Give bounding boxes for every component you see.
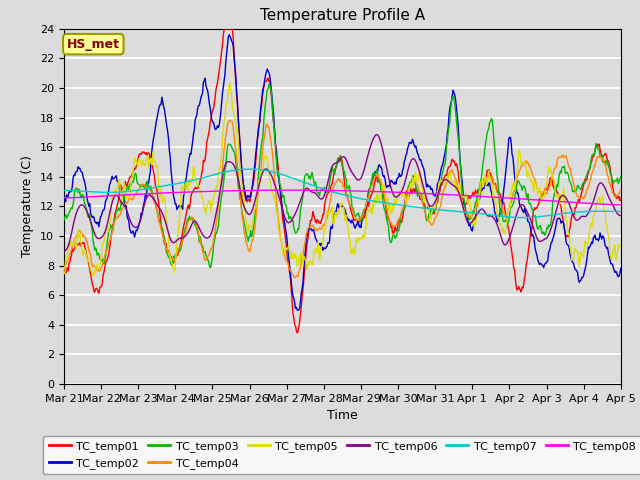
Line: TC_temp01: TC_temp01: [64, 29, 621, 333]
Legend: TC_temp01, TC_temp02, TC_temp03, TC_temp04, TC_temp05, TC_temp06, TC_temp07, TC_: TC_temp01, TC_temp02, TC_temp03, TC_temp…: [43, 436, 640, 474]
Text: HS_met: HS_met: [67, 37, 120, 51]
TC_temp08: [60, 195, 68, 201]
TC_temp04: [566, 165, 574, 171]
TC_temp06: [566, 202, 573, 207]
TC_temp01: [150, 174, 158, 180]
TC_temp06: [150, 198, 158, 204]
TC_temp05: [209, 193, 217, 199]
TC_temp02: [150, 131, 158, 136]
TC_temp05: [90, 273, 98, 279]
TC_temp07: [76, 188, 84, 194]
Title: Temperature Profile A: Temperature Profile A: [260, 9, 425, 24]
TC_temp04: [226, 118, 234, 123]
TC_temp03: [76, 190, 84, 195]
Y-axis label: Temperature (C): Temperature (C): [22, 156, 35, 257]
TC_temp04: [209, 243, 216, 249]
TC_temp07: [617, 209, 625, 215]
TC_temp05: [244, 226, 252, 232]
TC_temp01: [617, 196, 625, 202]
Line: TC_temp03: TC_temp03: [64, 84, 621, 268]
TC_temp02: [293, 307, 301, 313]
TC_temp04: [76, 228, 84, 233]
TC_temp01: [293, 330, 301, 336]
TC_temp04: [291, 275, 298, 281]
TC_temp03: [206, 265, 214, 271]
TC_temp01: [243, 197, 250, 203]
TC_temp02: [60, 197, 68, 203]
Line: TC_temp05: TC_temp05: [64, 83, 621, 276]
TC_temp05: [566, 245, 574, 251]
TC_temp05: [531, 179, 538, 184]
TC_temp08: [209, 188, 216, 194]
TC_temp02: [225, 32, 233, 37]
TC_temp04: [243, 240, 250, 246]
TC_temp03: [60, 217, 68, 223]
TC_temp07: [519, 215, 527, 220]
TC_temp07: [209, 172, 216, 178]
TC_temp03: [150, 196, 158, 202]
TC_temp05: [226, 80, 234, 86]
TC_temp06: [242, 208, 250, 214]
TC_temp08: [242, 188, 250, 193]
TC_temp05: [152, 159, 159, 165]
TC_temp06: [617, 213, 625, 218]
TC_temp02: [243, 197, 250, 203]
TC_temp08: [150, 191, 158, 196]
Line: TC_temp07: TC_temp07: [64, 169, 621, 217]
TC_temp03: [531, 215, 538, 220]
TC_temp01: [566, 224, 574, 230]
TC_temp07: [242, 166, 250, 172]
TC_temp07: [246, 166, 253, 172]
TC_temp07: [531, 214, 538, 220]
TC_temp01: [60, 270, 68, 276]
TC_temp06: [60, 248, 68, 254]
X-axis label: Time: Time: [327, 409, 358, 422]
TC_temp01: [531, 205, 538, 211]
TC_temp05: [76, 231, 84, 237]
TC_temp08: [76, 194, 84, 200]
TC_temp04: [60, 265, 68, 271]
TC_temp04: [531, 176, 538, 181]
TC_temp03: [617, 173, 625, 179]
TC_temp05: [617, 243, 625, 249]
TC_temp03: [566, 179, 574, 185]
TC_temp07: [566, 210, 574, 216]
TC_temp02: [209, 119, 216, 124]
TC_temp01: [76, 240, 84, 246]
TC_temp02: [76, 165, 84, 171]
TC_temp06: [209, 227, 216, 232]
TC_temp08: [285, 187, 292, 193]
TC_temp04: [617, 187, 625, 193]
TC_temp02: [531, 240, 538, 246]
TC_temp08: [617, 202, 625, 208]
TC_temp07: [60, 188, 68, 193]
TC_temp03: [265, 81, 273, 87]
TC_temp02: [617, 265, 625, 271]
TC_temp05: [60, 270, 68, 276]
TC_temp04: [150, 200, 158, 205]
TC_temp08: [530, 197, 538, 203]
TC_temp06: [373, 132, 381, 137]
Line: TC_temp08: TC_temp08: [64, 190, 621, 205]
TC_temp01: [209, 108, 216, 113]
TC_temp03: [243, 232, 250, 238]
Line: TC_temp02: TC_temp02: [64, 35, 621, 310]
TC_temp07: [150, 185, 158, 191]
TC_temp01: [220, 26, 228, 32]
Line: TC_temp04: TC_temp04: [64, 120, 621, 278]
TC_temp08: [566, 199, 573, 205]
TC_temp02: [566, 252, 574, 258]
TC_temp06: [76, 203, 84, 209]
TC_temp06: [530, 226, 538, 231]
Line: TC_temp06: TC_temp06: [64, 134, 621, 251]
TC_temp03: [209, 244, 217, 250]
